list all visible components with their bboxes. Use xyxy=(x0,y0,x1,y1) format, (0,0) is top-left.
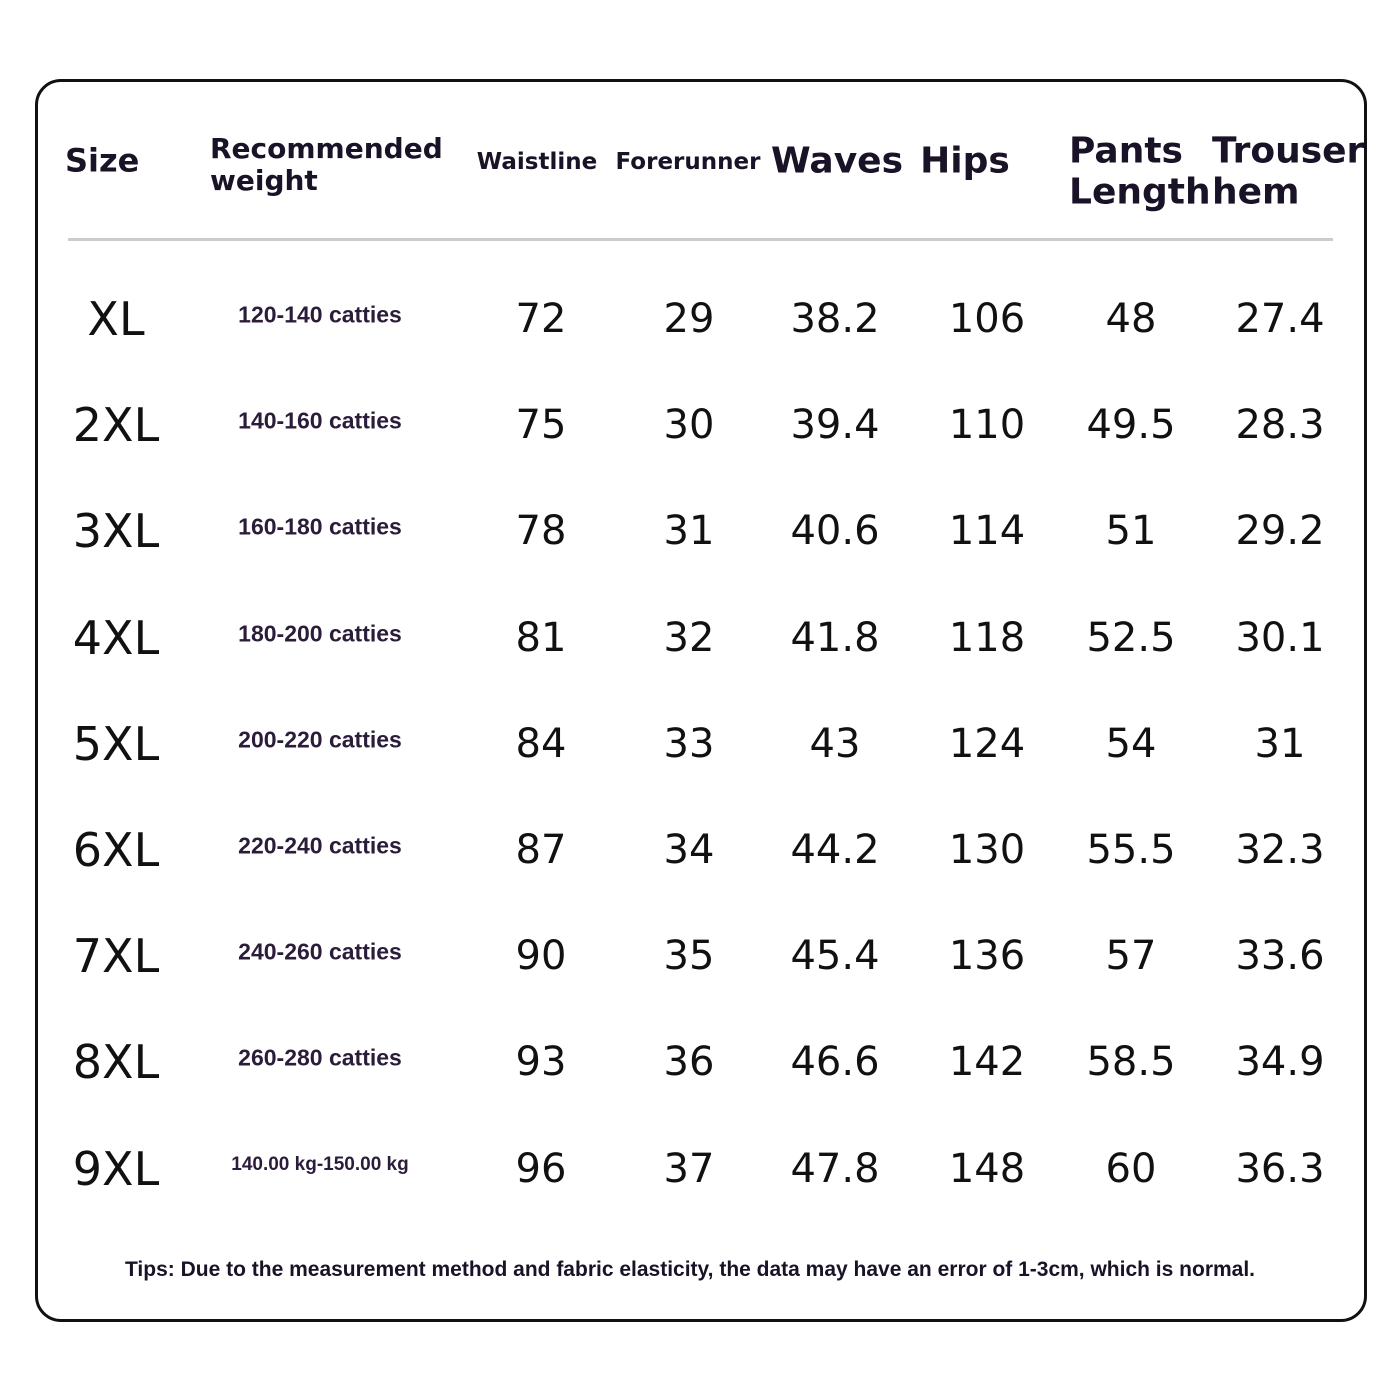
frame xyxy=(35,79,1367,1322)
weight: 140-160 catties xyxy=(238,407,402,434)
measurement: 106 xyxy=(948,296,1026,342)
measurement: 54 xyxy=(1105,720,1157,767)
measurement: 44.2 xyxy=(790,827,880,873)
measurement: 90 xyxy=(515,933,567,980)
size-label: 6XL xyxy=(72,823,160,877)
measurement: 27.4 xyxy=(1235,296,1325,342)
measurement: 38.2 xyxy=(790,296,880,342)
measurement: 31 xyxy=(1254,720,1306,767)
measurement: 35 xyxy=(663,933,715,980)
measurement: 52.5 xyxy=(1086,614,1176,661)
measurement: 78 xyxy=(515,508,567,555)
size-label: 8XL xyxy=(72,1035,160,1090)
measurement: 57 xyxy=(1105,933,1157,980)
measurement: 49.5 xyxy=(1086,402,1176,449)
measurement: 75 xyxy=(515,402,567,449)
measurement: 39.4 xyxy=(790,402,880,449)
weight: 200-220 catties xyxy=(238,726,402,753)
measurement: 87 xyxy=(515,827,567,873)
header-divider xyxy=(68,238,1333,241)
weight: 180-200 catties xyxy=(238,620,402,647)
measurement: 46.6 xyxy=(790,1039,880,1086)
size-label: 9XL xyxy=(72,1141,160,1196)
measurement: 93 xyxy=(515,1039,567,1086)
measurement: 47.8 xyxy=(790,1145,880,1192)
weight: 240-260 catties xyxy=(238,938,402,965)
measurement: 32 xyxy=(663,614,715,661)
measurement: 60 xyxy=(1105,1145,1157,1192)
column-header: Forerunner xyxy=(615,148,761,175)
measurement: 118 xyxy=(948,614,1026,661)
measurement: 43 xyxy=(809,720,861,767)
measurement: 29.2 xyxy=(1235,508,1325,555)
measurement: 142 xyxy=(948,1039,1026,1086)
measurement: 31 xyxy=(663,508,715,555)
column-header: Size xyxy=(65,141,140,180)
measurement: 36.3 xyxy=(1235,1145,1325,1192)
measurement: 81 xyxy=(515,614,567,661)
weight: 220-240 catties xyxy=(238,832,402,859)
size-label: 2XL xyxy=(72,398,160,453)
measurement: 58.5 xyxy=(1086,1039,1176,1086)
measurement: 33.6 xyxy=(1235,933,1325,980)
measurement: 28.3 xyxy=(1235,402,1325,449)
measurement: 30.1 xyxy=(1235,614,1325,661)
measurement: 55.5 xyxy=(1086,827,1176,873)
measurement: 148 xyxy=(948,1145,1026,1192)
measurement: 32.3 xyxy=(1235,827,1325,873)
size-label: XL xyxy=(87,292,145,346)
weight: 260-280 catties xyxy=(238,1044,402,1071)
measurement: 34.9 xyxy=(1235,1039,1325,1086)
measurement: 40.6 xyxy=(790,508,880,555)
measurement: 96 xyxy=(515,1145,567,1192)
size-label: 3XL xyxy=(72,504,160,559)
measurement: 48 xyxy=(1105,296,1157,342)
column-header: Pants Length xyxy=(1069,130,1211,213)
measurement: 29 xyxy=(663,296,715,342)
measurement: 124 xyxy=(948,720,1026,767)
measurement: 33 xyxy=(663,720,715,767)
weight: 120-140 catties xyxy=(238,301,402,328)
column-header: Recommended weight xyxy=(210,131,443,197)
measurement: 110 xyxy=(948,402,1026,449)
measurement: 36 xyxy=(663,1039,715,1086)
measurement: 114 xyxy=(948,508,1026,555)
measurement: 45.4 xyxy=(790,933,880,980)
tips: Tips: Due to the measurement method and … xyxy=(124,1258,1256,1281)
column-header: Hips xyxy=(920,140,1010,182)
measurement: 51 xyxy=(1105,508,1157,555)
measurement: 130 xyxy=(948,827,1026,873)
size-label: 7XL xyxy=(72,929,160,984)
column-header: Waves xyxy=(770,140,904,182)
weight: 160-180 catties xyxy=(238,513,402,540)
size-label: 5XL xyxy=(72,716,160,771)
measurement: 84 xyxy=(515,720,567,767)
measurement: 34 xyxy=(663,827,715,873)
measurement: 41.8 xyxy=(790,614,880,661)
measurement: 136 xyxy=(948,933,1026,980)
measurement: 30 xyxy=(663,402,715,449)
column-header: Waistline xyxy=(476,148,598,175)
column-header: Trouser hem xyxy=(1212,130,1365,213)
weight: 140.00 kg-150.00 kg xyxy=(231,1153,409,1175)
measurement: 72 xyxy=(515,296,567,342)
measurement: 37 xyxy=(663,1145,715,1192)
size-label: 4XL xyxy=(72,610,160,665)
